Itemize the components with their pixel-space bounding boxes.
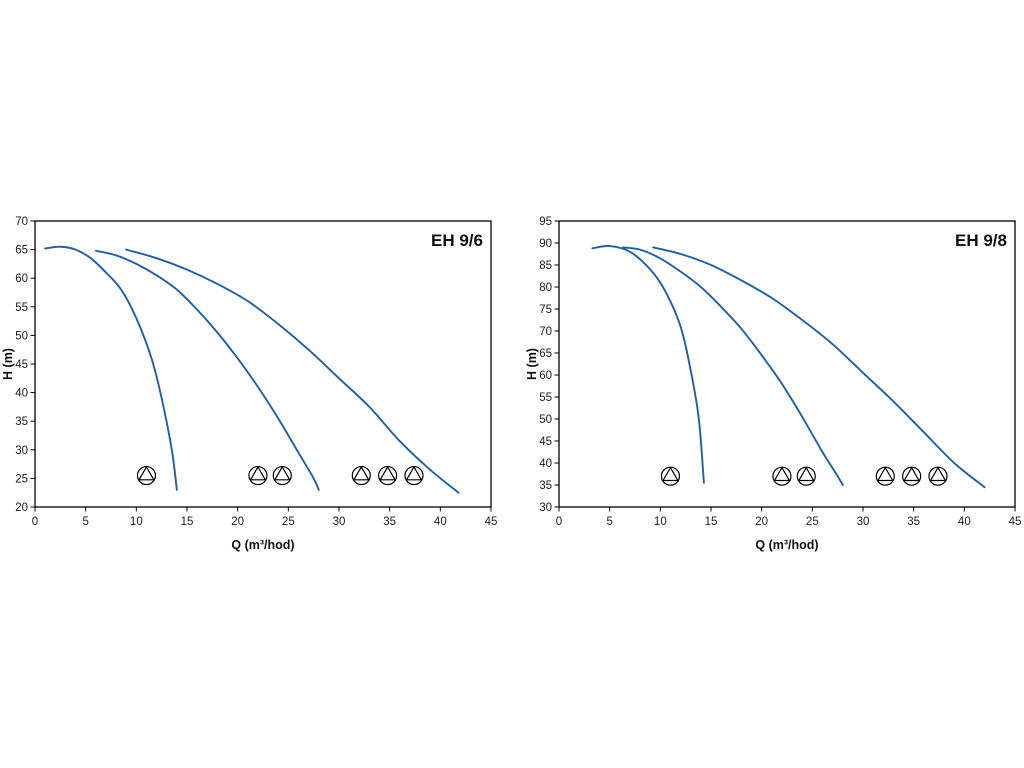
y-tick-label: 30 (15, 445, 28, 457)
chart-canvas-eh-9-8: 0 5 10 15 20 25 30 35 40 45 30 35 40 45 50 55 60 65 70 75 80… (525, 216, 1021, 552)
pump-icon (248, 465, 268, 486)
y-tick-label: 60 (15, 273, 28, 285)
2-pump-curve (94, 249, 320, 491)
plot-area: 0 5 10 15 20 25 30 35 40 45 30 35 40 45 50 55 60 65 70 75 80… (539, 216, 1021, 528)
chart-eh-9-6: 0 5 10 15 20 25 30 35 40 45 20 25 30 35 40 45 50 55 60 65 70… (1, 205, 499, 557)
y-tick-label: 55 (539, 392, 552, 404)
x-axis-label: Q (m³/hod) (755, 538, 818, 552)
y-tick-label: 60 (539, 370, 552, 382)
pump-icon-triangle (903, 466, 921, 482)
pump-icon (902, 466, 922, 486)
y-tick-label: 25 (15, 473, 28, 485)
x-tick-label: 45 (485, 516, 498, 528)
1-pump-curve (44, 245, 178, 491)
y-axis-label: H (m) (525, 348, 539, 380)
y-tick-label: 45 (15, 359, 28, 371)
y-tick-label: 50 (539, 414, 552, 426)
y-tick-label: 90 (539, 238, 552, 250)
x-tick-label: 10 (130, 516, 143, 528)
y-tick-label: 80 (539, 282, 552, 294)
y-tick-label: 70 (15, 216, 28, 228)
pump-icon-triangle (352, 465, 370, 481)
pump-icon (351, 465, 371, 486)
y-tick-label: 40 (15, 388, 28, 400)
x-tick-label: 0 (556, 516, 562, 528)
pump-icon-triangle (273, 465, 291, 481)
x-tick-label: 0 (32, 516, 38, 528)
y-tick-label: 35 (539, 480, 552, 492)
pump-icon (928, 466, 948, 486)
y-tick-label: 40 (539, 458, 552, 470)
y-tick-label: 30 (539, 502, 552, 514)
y-tick-label: 85 (539, 260, 552, 272)
pump-icon (772, 466, 792, 486)
x-tick-label: 40 (958, 516, 971, 528)
x-tick-label: 40 (434, 516, 447, 528)
x-tick-label: 20 (231, 516, 244, 528)
3-pump-curve (652, 246, 986, 489)
plot-border (558, 220, 1016, 508)
y-tick-label: 65 (15, 245, 28, 257)
pump-icon (378, 465, 398, 486)
y-tick-label: 95 (539, 216, 552, 228)
x-tick-label: 25 (282, 516, 295, 528)
x-tick-label: 25 (806, 516, 819, 528)
chart-title: EH 9/6 (431, 231, 483, 250)
pump-icon-triangle (138, 465, 155, 481)
pump-icon-triangle (379, 465, 397, 481)
pump-icon (136, 465, 157, 486)
pump-icon-triangle (876, 466, 894, 482)
pump-icon-triangle (405, 465, 423, 481)
y-tick-label: 75 (539, 304, 552, 316)
x-axis-label: Q (m³/hod) (231, 538, 294, 552)
x-tick-label: 30 (857, 516, 870, 528)
x-tick-label: 35 (383, 516, 396, 528)
y-tick-label: 65 (539, 348, 552, 360)
2-pump-curve (621, 246, 844, 486)
pump-icon-triangle (662, 466, 679, 482)
x-tick-label: 5 (82, 516, 88, 528)
x-tick-label: 15 (181, 516, 194, 528)
x-tick-label: 35 (907, 516, 920, 528)
x-tick-label: 45 (1009, 516, 1022, 528)
pump-icon-triangle (797, 466, 815, 482)
chart-eh-9-8: 0 5 10 15 20 25 30 35 40 45 30 35 40 45 50 55 60 65 70 75 80… (525, 205, 1023, 557)
y-tick-label: 20 (15, 502, 28, 514)
y-tick-label: 55 (15, 302, 28, 314)
x-tick-label: 15 (705, 516, 718, 528)
y-tick-label: 70 (539, 326, 552, 338)
pump-icon-triangle (773, 466, 791, 482)
chart-canvas-eh-9-6: 0 5 10 15 20 25 30 35 40 45 20 25 30 35 40 45 50 55 60 65 70… (1, 216, 497, 552)
y-tick-label: 35 (15, 416, 28, 428)
pump-icon (404, 465, 424, 486)
y-tick-label: 50 (15, 330, 28, 342)
x-tick-label: 5 (606, 516, 612, 528)
y-axis-label: H (m) (1, 348, 15, 380)
pump-icon-triangle (249, 465, 267, 481)
1-pump-curve (591, 245, 705, 484)
pump-icon (660, 466, 681, 486)
pump-icon (875, 466, 895, 486)
chart-title: EH 9/8 (955, 231, 1007, 250)
plot-area: 0 5 10 15 20 25 30 35 40 45 20 25 30 35 40 45 50 55 60 65 70 (15, 216, 497, 528)
pump-icon (272, 465, 292, 486)
pump-icon (796, 466, 816, 486)
y-tick-label: 45 (539, 436, 552, 448)
pump-icon-triangle (929, 466, 947, 482)
x-tick-label: 20 (755, 516, 768, 528)
x-tick-label: 30 (333, 516, 346, 528)
x-tick-label: 10 (654, 516, 667, 528)
3-pump-curve (125, 248, 460, 494)
